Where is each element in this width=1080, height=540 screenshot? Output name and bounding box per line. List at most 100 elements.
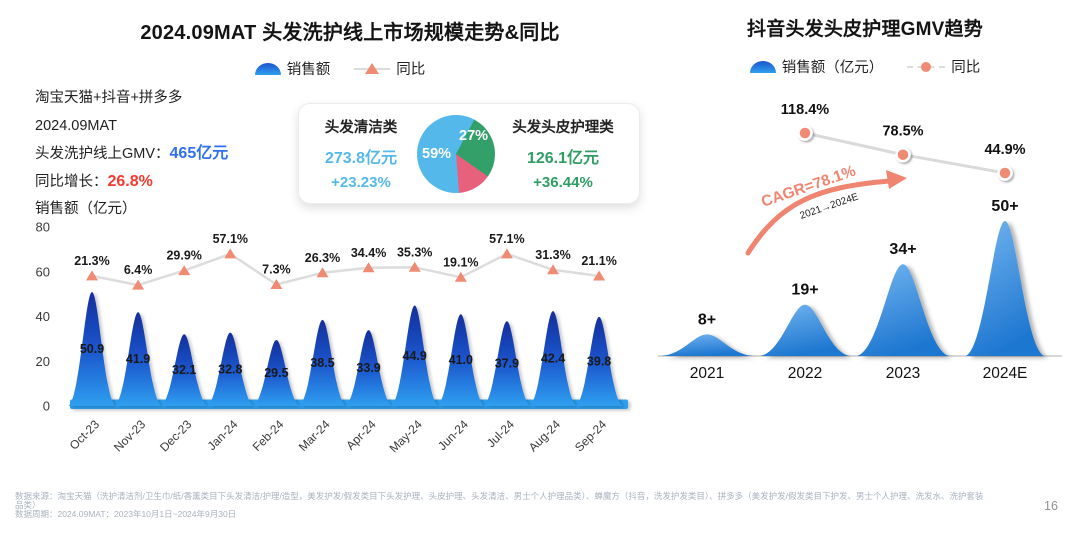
yoy-triangle-marker [132, 279, 145, 290]
svg-text:Aug-24: Aug-24 [526, 417, 563, 454]
svg-text:Jul-24: Jul-24 [484, 417, 517, 450]
yoy-triangle-marker [178, 265, 191, 276]
legend-yoy-label: 同比 [396, 62, 426, 78]
svg-text:32.1: 32.1 [172, 363, 196, 377]
svg-text:2021: 2021 [690, 365, 724, 382]
y-axis-unit-label: 销售额（亿元） [35, 201, 137, 217]
clean-category-gmv: 273.8亿元 [324, 150, 398, 167]
period-text: 2024.09MAT [35, 118, 117, 134]
platform-scope-text: 淘宝天猫+抖音+拼多多 [35, 90, 183, 106]
right-chart-legend: 销售额（亿元） 同比 [655, 56, 1075, 77]
yoy-triangle-marker [408, 261, 421, 272]
legend-sales-label: 销售额 [286, 62, 331, 78]
sales-peak [345, 330, 393, 406]
left-combo-chart-canvas: 0 20 40 60 80 50.9 41.9 32.1 32.8 29.5 38.5 33.9 44.… [36, 220, 628, 455]
sales-peak [160, 334, 208, 406]
legend-sales: 销售额 [254, 58, 331, 79]
svg-text:19.1%: 19.1% [443, 255, 478, 269]
yoy-triangle-marker [547, 264, 559, 275]
yoy-triangle-marker [500, 248, 513, 259]
svg-text:26.3%: 26.3% [305, 251, 340, 265]
yoy-triangle-marker [593, 270, 606, 281]
svg-text:2024E: 2024E [983, 365, 1028, 382]
svg-text:2022: 2022 [788, 365, 822, 382]
svg-text:39.8: 39.8 [587, 355, 611, 369]
svg-text:Jun-24: Jun-24 [435, 417, 471, 453]
gmv-peaks-series: 8+ 2021 19+ 2022 34+ 2023 50+ 2024E [661, 198, 1044, 382]
gmv-peak [760, 304, 850, 356]
legend-yoy-right: 同比 [907, 56, 980, 77]
sales-peak [391, 305, 439, 406]
care-category-growth: +36.44% [533, 174, 593, 191]
svg-text:50+: 50+ [991, 198, 1018, 215]
data-source-note: 数据来源：淘宝天猫（洗护清洁剂/卫生巾/纸/香薰类目下头发清洁/护理/造型，美发… [15, 491, 1065, 519]
legend-yoy-right-label: 同比 [951, 60, 981, 76]
svg-text:44.9%: 44.9% [984, 142, 1025, 158]
svg-text:44.9: 44.9 [403, 349, 427, 363]
svg-text:Nov-23: Nov-23 [111, 417, 148, 454]
sales-peak [68, 292, 116, 406]
source-line-2: 品类） [15, 500, 41, 510]
source-line-1: 数据来源：淘宝天猫（洗护清洁剂/卫生巾/纸/香薰类目下头发清洁/护理/造型，美发… [15, 491, 984, 501]
svg-text:0: 0 [43, 399, 50, 414]
pie-slice-label-59: 59% [422, 145, 452, 162]
category-split-card: 头发清洁类 273.8亿元 +23.23% 59% 27% 头发头皮护理类 12… [298, 103, 640, 204]
svg-text:38.5: 38.5 [310, 356, 334, 370]
svg-text:34+: 34+ [889, 241, 916, 258]
svg-text:Apr-24: Apr-24 [343, 417, 379, 453]
yoy-triangle-marker [454, 271, 467, 282]
svg-text:50.9: 50.9 [80, 342, 104, 356]
sales-area-legend-icon [749, 60, 776, 73]
svg-text:35.3%: 35.3% [397, 245, 432, 259]
yoy-line: 同比增长：26.8% [35, 168, 295, 196]
svg-text:80: 80 [36, 220, 50, 235]
sales-peak [483, 321, 531, 406]
yoy-dot-markers: 118.4% 78.5% 44.9% [781, 102, 1026, 181]
svg-text:41.0: 41.0 [449, 353, 473, 367]
care-category-gmv: 126.1亿元 [526, 150, 600, 167]
yoy-triangle-marker [270, 279, 283, 289]
cagr-arrowhead [886, 170, 907, 189]
svg-text:19+: 19+ [791, 282, 818, 299]
care-category-column: 头发头皮护理类 126.1亿元 +36.44% [495, 116, 639, 191]
svg-text:Feb-24: Feb-24 [250, 417, 287, 454]
svg-text:60: 60 [36, 264, 50, 279]
category-pie-chart: 59% 27% [417, 114, 495, 193]
svg-text:40: 40 [36, 309, 50, 324]
svg-text:118.4%: 118.4% [781, 102, 829, 118]
gmv-line: 头发洗护线上GMV：465亿元 [35, 140, 295, 168]
svg-text:8+: 8+ [698, 311, 716, 328]
clean-category-growth: +23.23% [331, 174, 391, 191]
svg-text:20: 20 [36, 354, 50, 369]
svg-text:37.9: 37.9 [495, 357, 519, 371]
sales-peak [529, 311, 577, 406]
sales-peaks-series [68, 292, 623, 406]
svg-text:7.3%: 7.3% [262, 263, 291, 277]
yoy-dot-line-legend-icon [907, 61, 946, 73]
data-period-line: 数据周期：2024.09MAT：2023年10月1日~2024年9月30日 [15, 509, 237, 519]
yoy-triangle-marker [362, 262, 375, 273]
clean-category-column: 头发清洁类 273.8亿元 +23.23% [299, 116, 417, 191]
right-chart-title: 抖音头发头皮护理GMV趋势 [747, 19, 983, 40]
yoy-dot [797, 125, 813, 141]
svg-text:57.1%: 57.1% [213, 232, 248, 246]
gmv-peak [966, 221, 1044, 356]
yoy-percent-labels: 21.3% 6.4% 29.9% 57.1% 7.3% 26.3% 34.4% 35.3% 19… [74, 232, 617, 277]
cagr-arrow [745, 178, 893, 256]
sales-peak [575, 316, 623, 406]
svg-text:33.9: 33.9 [356, 361, 380, 375]
svg-text:29.5: 29.5 [264, 366, 288, 380]
svg-text:May-24: May-24 [387, 417, 425, 455]
svg-text:2023: 2023 [886, 365, 920, 382]
market-summary-block: 淘宝天猫+抖音+拼多多 2024.09MAT 头发洗护线上GMV：465亿元 同… [35, 84, 295, 196]
svg-text:31.3%: 31.3% [535, 248, 570, 262]
svg-text:34.4%: 34.4% [351, 246, 386, 260]
x-axis-labels: Oct-23 Nov-23 Dec-23 Jan-24 Feb-24 Mar-24 Apr-… [67, 417, 610, 455]
yoy-markers [86, 248, 606, 290]
yoy-triangle-marker [316, 267, 329, 278]
yoy-triangle-marker [224, 248, 237, 259]
svg-text:21.1%: 21.1% [581, 254, 616, 268]
yoy-dot [895, 146, 911, 163]
y-axis-ticks: 0 20 40 60 80 [36, 220, 50, 414]
sales-value-labels: 50.9 41.9 32.1 32.8 29.5 38.5 33.9 44.9 41.0 37.9… [80, 342, 611, 380]
